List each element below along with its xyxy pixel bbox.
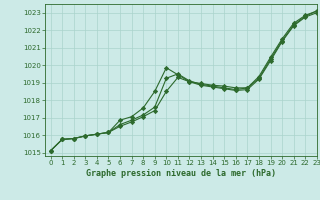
X-axis label: Graphe pression niveau de la mer (hPa): Graphe pression niveau de la mer (hPa) bbox=[86, 169, 276, 178]
